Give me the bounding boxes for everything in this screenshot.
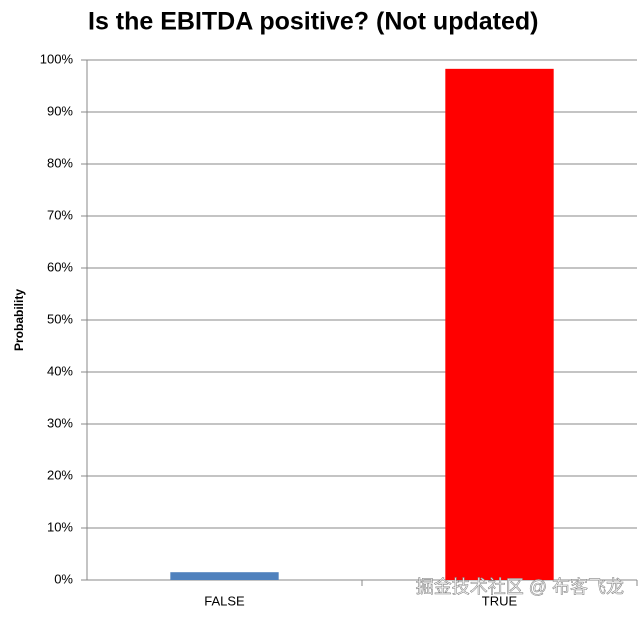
y-tick-label: 20% <box>47 467 73 482</box>
y-tick-label: 70% <box>47 207 73 222</box>
x-tick-label: TRUE <box>482 593 518 608</box>
y-tick-label: 90% <box>47 103 73 118</box>
bar <box>170 572 279 580</box>
y-tick-label: 100% <box>40 51 74 66</box>
y-tick-label: 10% <box>47 519 73 534</box>
y-tick-label: 30% <box>47 415 73 430</box>
chart-title: Is the EBITDA positive? (Not updated) <box>88 8 538 36</box>
y-tick-label: 60% <box>47 259 73 274</box>
bar <box>445 68 554 580</box>
y-tick-label: 80% <box>47 155 73 170</box>
y-tick-label: 0% <box>54 571 73 586</box>
watermark: 掘金技术社区 @ 布客飞龙 <box>416 577 624 597</box>
y-tick-label: 40% <box>47 363 73 378</box>
y-axis-label: Probability <box>12 289 26 351</box>
y-tick-label: 50% <box>47 311 73 326</box>
x-tick-label: FALSE <box>204 593 245 608</box>
